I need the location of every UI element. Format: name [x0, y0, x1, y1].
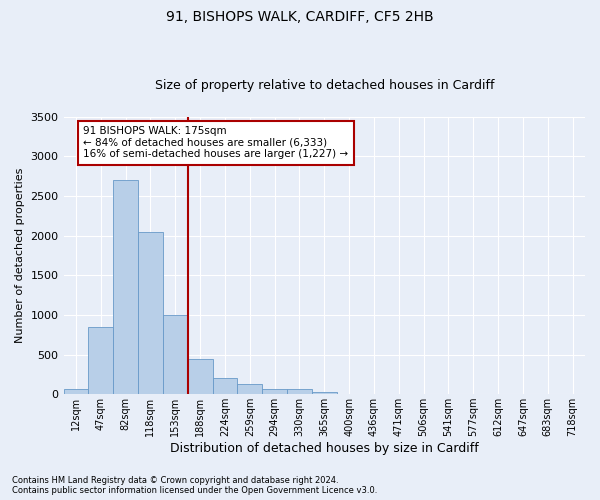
- Bar: [312, 392, 337, 394]
- Bar: [113, 180, 138, 394]
- Bar: [188, 360, 212, 394]
- Bar: [64, 388, 88, 394]
- Title: Size of property relative to detached houses in Cardiff: Size of property relative to detached ho…: [155, 79, 494, 92]
- X-axis label: Distribution of detached houses by size in Cardiff: Distribution of detached houses by size …: [170, 442, 479, 455]
- Bar: [212, 378, 238, 394]
- Bar: [138, 232, 163, 394]
- Bar: [262, 388, 287, 394]
- Text: 91 BISHOPS WALK: 175sqm
← 84% of detached houses are smaller (6,333)
16% of semi: 91 BISHOPS WALK: 175sqm ← 84% of detache…: [83, 126, 349, 160]
- Bar: [287, 390, 312, 394]
- Text: 91, BISHOPS WALK, CARDIFF, CF5 2HB: 91, BISHOPS WALK, CARDIFF, CF5 2HB: [166, 10, 434, 24]
- Bar: [88, 327, 113, 394]
- Bar: [238, 384, 262, 394]
- Text: Contains HM Land Registry data © Crown copyright and database right 2024.
Contai: Contains HM Land Registry data © Crown c…: [12, 476, 377, 495]
- Y-axis label: Number of detached properties: Number of detached properties: [15, 168, 25, 343]
- Bar: [163, 315, 188, 394]
